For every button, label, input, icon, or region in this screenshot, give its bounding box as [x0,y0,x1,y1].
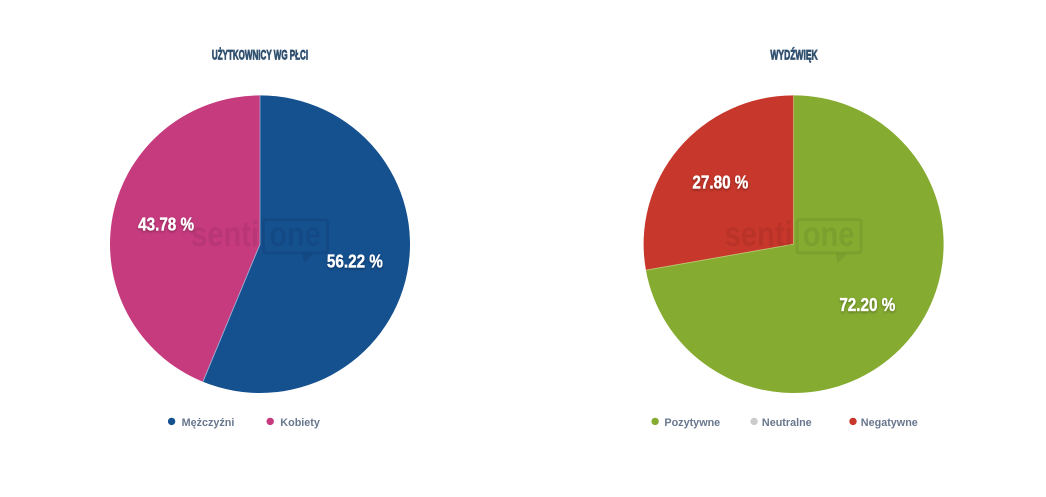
svg-text:one: one [803,214,855,253]
svg-text:one: one [269,214,321,253]
svg-text:Negatywne: Negatywne [861,417,918,429]
svg-text:Mężczyźni: Mężczyźni [182,417,235,429]
svg-text:56.22 %: 56.22 % [327,251,383,272]
svg-text:WYDŹWIĘK: WYDŹWIĘK [770,48,818,64]
svg-text:72.20 %: 72.20 % [839,295,895,316]
svg-text:27.80 %: 27.80 % [692,172,748,193]
svg-text:Kobiety: Kobiety [280,417,320,429]
svg-text:senti: senti [725,214,793,253]
svg-text:Neutralne: Neutralne [762,417,812,429]
svg-text:43.78 %: 43.78 % [138,214,194,235]
svg-text:Pozytywne: Pozytywne [664,417,720,429]
svg-text:senti: senti [191,214,259,253]
svg-text:UŻYTKOWNICY WG PŁCI: UŻYTKOWNICY WG PŁCI [212,47,308,63]
